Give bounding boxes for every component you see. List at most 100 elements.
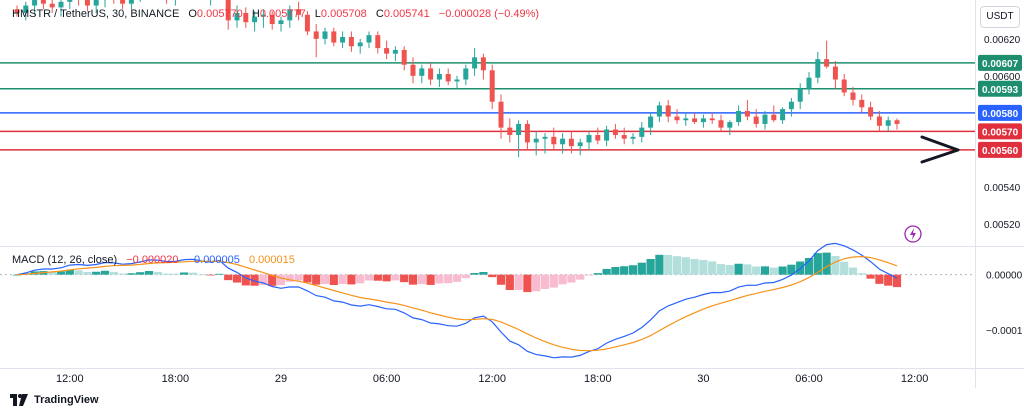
macd-header: MACD (12, 26, close) −0.000020 −0.000005… bbox=[12, 254, 295, 266]
candle-body bbox=[876, 116, 882, 126]
candle-body bbox=[58, 1, 64, 8]
candle-body bbox=[612, 129, 618, 136]
candle-body bbox=[304, 14, 310, 32]
time-tick-label: 29 bbox=[275, 373, 287, 385]
macd-histogram-bar bbox=[514, 274, 523, 290]
candle-body bbox=[524, 123, 530, 143]
candle-body bbox=[894, 120, 900, 124]
candle-body bbox=[410, 64, 416, 76]
low-label: L bbox=[314, 8, 321, 20]
price-tick-label: 0.00620 bbox=[984, 35, 1021, 46]
candle-body bbox=[322, 31, 328, 39]
macd-histogram-bar bbox=[109, 271, 118, 275]
candle-body bbox=[586, 135, 592, 143]
candle-body bbox=[480, 57, 486, 71]
macd-histogram-bar bbox=[664, 254, 673, 275]
macd-histogram-bar bbox=[83, 271, 92, 275]
level-price-label: 0.00607 bbox=[982, 59, 1019, 70]
candle-body bbox=[93, 0, 99, 6]
level-price-tag bbox=[978, 123, 1022, 140]
macd-value: −0.000020 bbox=[126, 254, 179, 266]
macd-histogram-bar bbox=[655, 254, 664, 275]
macd-histogram-bar bbox=[444, 274, 453, 284]
level-price-tag bbox=[978, 104, 1022, 121]
candle-body bbox=[762, 114, 768, 124]
candle-body bbox=[401, 49, 407, 65]
candle-body bbox=[824, 59, 830, 67]
candle-body bbox=[384, 48, 390, 54]
macd-histogram-bar bbox=[822, 252, 831, 275]
macd-histogram-bar bbox=[320, 274, 330, 284]
candle-body bbox=[560, 138, 566, 145]
macd-histogram-bar bbox=[628, 265, 638, 275]
candle-body bbox=[331, 31, 337, 43]
candle-body bbox=[428, 68, 434, 80]
macd-histogram-bar bbox=[716, 264, 726, 275]
candle-body bbox=[551, 136, 557, 145]
candle-body bbox=[595, 135, 601, 141]
close-label: C bbox=[375, 8, 384, 20]
candle-body bbox=[498, 101, 504, 128]
signal-value: −0.000005 bbox=[187, 254, 240, 266]
macd-histogram-bar bbox=[769, 267, 778, 275]
candle-body bbox=[445, 73, 451, 82]
macd-histogram-bar bbox=[92, 271, 101, 275]
macd-histogram-bar bbox=[681, 257, 690, 275]
price-tick-label: 0.00520 bbox=[984, 220, 1021, 231]
time-tick-label: 30 bbox=[697, 373, 709, 385]
macd-histogram-bar bbox=[259, 274, 268, 286]
macd-histogram-bar bbox=[74, 270, 83, 275]
macd-histogram-bar bbox=[752, 266, 761, 275]
macd-histogram-bar bbox=[875, 274, 884, 284]
macd-histogram-bar bbox=[488, 274, 497, 278]
candle-body bbox=[67, 0, 73, 2]
price-tick-label: 0.00540 bbox=[984, 183, 1021, 194]
candle-body bbox=[348, 36, 354, 47]
level-price-label: 0.00593 bbox=[982, 85, 1019, 96]
candle-body bbox=[533, 138, 539, 143]
symbol-header: HMSTR / TetherUS, 30, BINANCE O0.005770 … bbox=[12, 8, 539, 20]
candle-body bbox=[340, 36, 346, 43]
candle-body bbox=[656, 105, 662, 117]
candle-body bbox=[49, 3, 55, 8]
candle-body bbox=[278, 20, 284, 25]
macd-histogram-bar bbox=[426, 274, 435, 285]
arrow-annotation bbox=[920, 135, 960, 164]
candle-body bbox=[489, 70, 495, 102]
macd-histogram-bar bbox=[144, 271, 154, 275]
macd-tick-label: −0.0001 bbox=[986, 326, 1023, 337]
candle-body bbox=[507, 127, 513, 136]
macd-histogram-bar bbox=[329, 274, 338, 286]
macd-histogram-bar bbox=[171, 273, 180, 275]
currency-button[interactable]: USDT bbox=[980, 6, 1020, 28]
candle-body bbox=[436, 73, 442, 80]
macd-histogram-bar bbox=[435, 274, 444, 284]
candle-body bbox=[639, 127, 645, 137]
candle-body bbox=[296, 9, 302, 15]
candle-body bbox=[885, 120, 891, 126]
lightning-icon bbox=[904, 225, 922, 243]
macd-histogram-bar bbox=[294, 274, 303, 281]
candle-body bbox=[604, 129, 610, 141]
level-price-tag bbox=[978, 54, 1022, 71]
candle-body bbox=[23, 5, 29, 13]
candle-body bbox=[665, 105, 671, 117]
candle-body bbox=[648, 116, 654, 128]
macd-histogram-bar bbox=[268, 274, 277, 286]
macd-histogram-bar bbox=[312, 274, 321, 285]
macd-histogram-bar bbox=[188, 272, 198, 275]
macd-label: MACD (12, 26, close) bbox=[12, 254, 118, 266]
candle-body bbox=[120, 0, 126, 4]
level-price-tag bbox=[978, 141, 1022, 158]
candle-body bbox=[252, 16, 258, 23]
macd-histogram-bar bbox=[593, 273, 602, 275]
candle-body bbox=[516, 123, 522, 136]
high-value: 0.005777 bbox=[259, 8, 306, 20]
candle-body bbox=[84, 0, 90, 6]
macd-histogram-bar bbox=[136, 272, 145, 275]
macd-histogram-bar bbox=[848, 267, 858, 275]
macd-histogram-bar bbox=[232, 274, 242, 283]
open-label: O bbox=[188, 8, 197, 20]
macd-histogram-bar bbox=[250, 274, 259, 286]
